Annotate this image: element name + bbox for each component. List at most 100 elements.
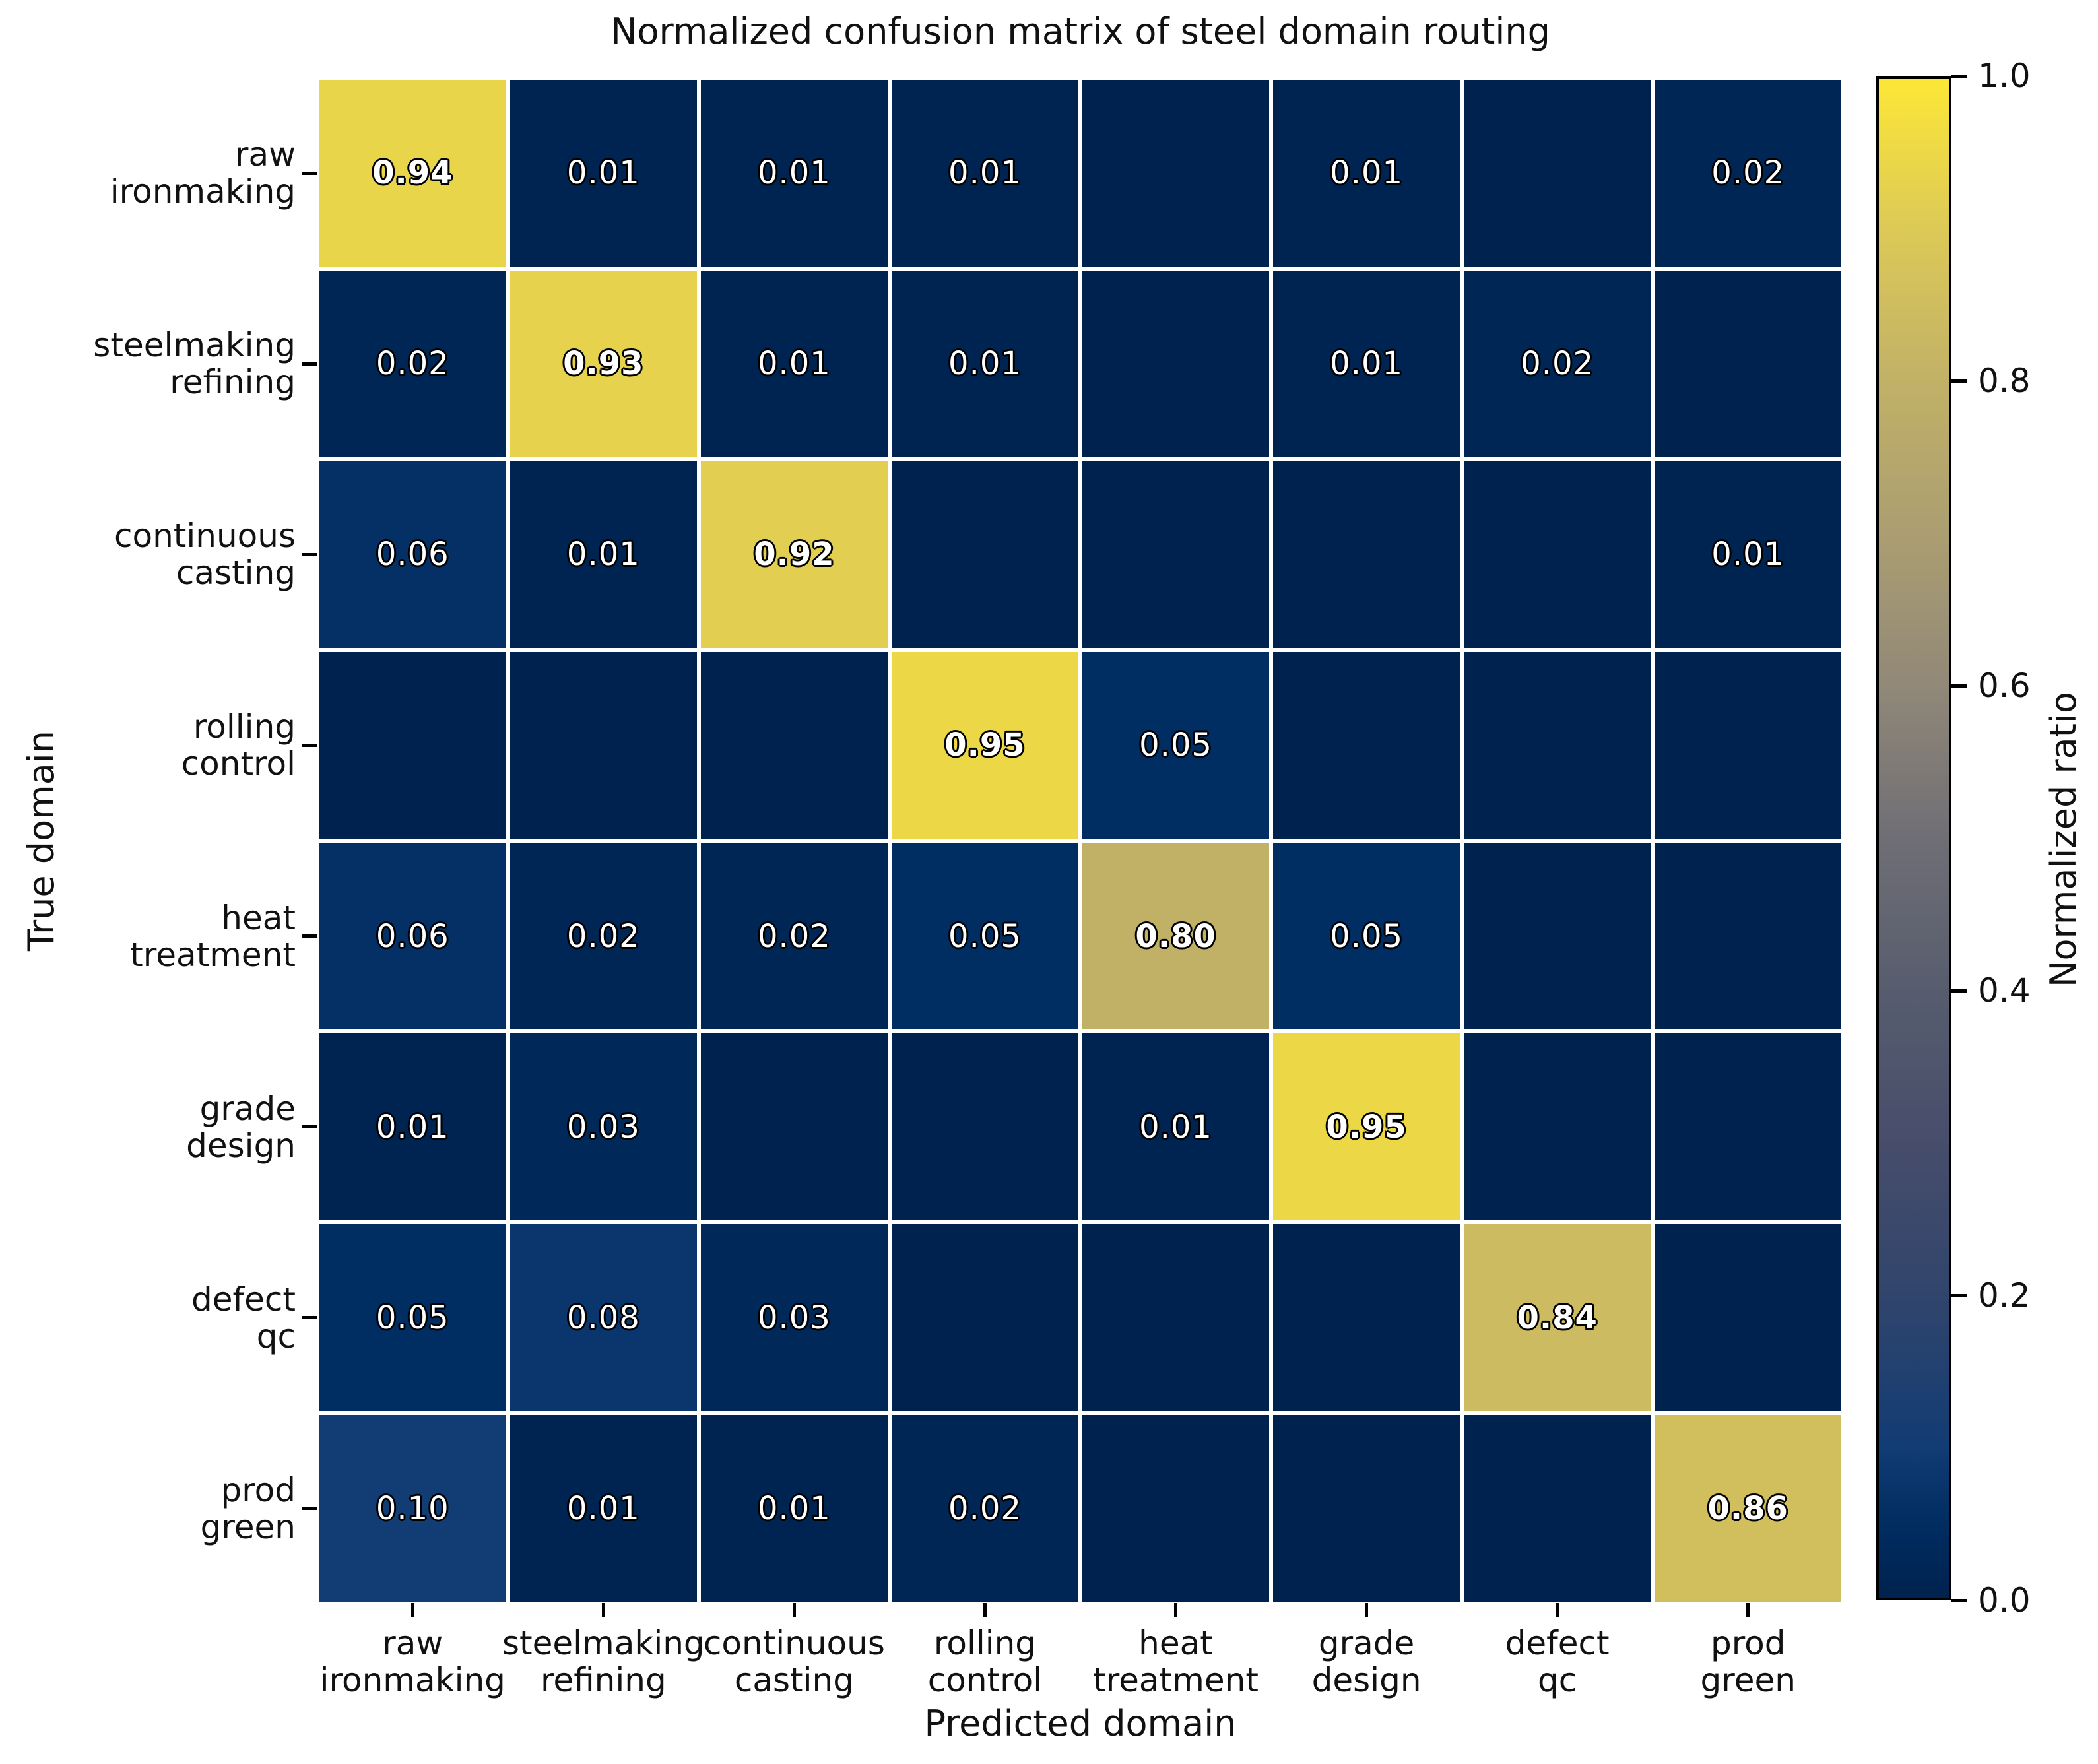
heatmap-cell — [1464, 1033, 1651, 1220]
colorbar — [1876, 76, 1951, 1600]
y-tick-label: steelmaking refining — [93, 326, 296, 402]
heatmap-cell: 0.02 — [319, 271, 506, 457]
heatmap-cell — [892, 1224, 1078, 1411]
cell-value: 0.01 — [1139, 1108, 1212, 1146]
heatmap-cell: 0.01 — [510, 461, 697, 648]
x-tick — [983, 1603, 987, 1617]
heatmap-cell — [1464, 1415, 1651, 1602]
heatmap-cell: 0.06 — [319, 461, 506, 648]
heatmap-cell: 0.10 — [319, 1415, 506, 1602]
heatmap-cell — [1464, 843, 1651, 1029]
heatmap-cell — [1464, 461, 1651, 648]
heatmap-cell — [701, 1033, 888, 1220]
cell-value: 0.01 — [1711, 536, 1785, 573]
heatmap-cell — [1464, 652, 1651, 839]
colorbar-tick — [1951, 1293, 1967, 1297]
cell-value: 0.01 — [566, 536, 640, 573]
heatmap-cell: 0.92 — [701, 461, 888, 648]
heatmap-cell: 0.01 — [701, 1415, 888, 1602]
colorbar-label: Normalized ratio — [2042, 692, 2084, 987]
cell-value: 0.01 — [757, 1489, 831, 1527]
heatmap-cell: 0.05 — [892, 843, 1078, 1029]
x-tick-label: grade design — [1311, 1624, 1422, 1699]
heatmap-cell: 0.02 — [1655, 80, 1841, 267]
cell-value: 0.93 — [563, 345, 644, 383]
colorbar-tick-label: 0.8 — [1978, 362, 2031, 400]
heatmap-cell — [892, 461, 1078, 648]
x-tick — [601, 1603, 605, 1617]
heatmap-cell — [1082, 1224, 1269, 1411]
cell-value: 0.05 — [1330, 917, 1404, 955]
x-tick — [1746, 1603, 1750, 1617]
cell-value: 0.95 — [944, 727, 1026, 764]
cell-value: 0.95 — [1326, 1108, 1407, 1146]
heatmap-cell — [1082, 80, 1269, 267]
heatmap-cell — [1082, 461, 1269, 648]
cell-value: 0.01 — [566, 1489, 640, 1527]
heatmap-cell: 0.05 — [1082, 652, 1269, 839]
heatmap-cell — [1273, 652, 1460, 839]
cell-value: 0.03 — [757, 1299, 831, 1336]
cell-value: 0.02 — [757, 917, 831, 955]
y-tick-label: raw ironmaking — [110, 135, 296, 211]
heatmap-cell — [1273, 461, 1460, 648]
x-tick — [1556, 1603, 1559, 1617]
colorbar-tick-label: 0.0 — [1978, 1581, 2031, 1619]
cell-value: 0.01 — [948, 345, 1022, 383]
y-tick — [302, 1316, 317, 1320]
cell-value: 0.01 — [1330, 154, 1404, 192]
cell-value: 0.94 — [372, 154, 453, 192]
heatmap-matrix: 0.94 0.01 0.01 0.01 0.01 0.02 0.02 0.93 0.01 0.01… — [319, 80, 1841, 1602]
cell-value: 0.10 — [376, 1489, 449, 1527]
cell-value: 0.01 — [566, 154, 640, 192]
cell-value: 0.05 — [376, 1299, 449, 1336]
x-tick-label: defect qc — [1505, 1624, 1610, 1699]
colorbar-tick — [1951, 1598, 1967, 1602]
colorbar-tick — [1951, 989, 1967, 993]
heatmap-cell — [1082, 271, 1269, 457]
cell-value: 0.06 — [376, 917, 449, 955]
x-tick — [792, 1603, 796, 1617]
y-tick — [302, 743, 317, 747]
cell-value: 0.01 — [948, 154, 1022, 192]
heatmap-cell: 0.03 — [510, 1033, 697, 1220]
y-tick — [302, 552, 317, 556]
heatmap-cell — [1082, 1415, 1269, 1602]
heatmap-cell: 0.01 — [319, 1033, 506, 1220]
heatmap-cell: 0.93 — [510, 271, 697, 457]
heatmap-cell — [319, 652, 506, 839]
colorbar-tick — [1951, 684, 1967, 688]
y-tick — [302, 934, 317, 938]
x-tick-label: raw ironmaking — [319, 1624, 506, 1699]
heatmap-cell — [1655, 1033, 1841, 1220]
cell-value: 0.06 — [376, 536, 449, 573]
colorbar-tick-label: 0.4 — [1978, 971, 2031, 1010]
y-tick-label: prod green — [200, 1470, 296, 1546]
cell-value: 0.02 — [1711, 154, 1785, 192]
cell-value: 0.92 — [754, 536, 835, 573]
heatmap-cell: 0.80 — [1082, 843, 1269, 1029]
x-tick-label: heat treatment — [1093, 1624, 1259, 1699]
colorbar-tick-label: 0.2 — [1978, 1276, 2031, 1315]
x-tick — [1365, 1603, 1369, 1617]
y-tick — [302, 362, 317, 366]
y-tick-label: rolling control — [181, 707, 296, 783]
y-axis-label: True domain — [20, 730, 62, 952]
heatmap-cell: 0.95 — [892, 652, 1078, 839]
x-tick — [1174, 1603, 1178, 1617]
cell-value: 0.01 — [376, 1108, 449, 1146]
y-tick-label: continuous casting — [114, 517, 296, 593]
cell-value: 0.01 — [757, 154, 831, 192]
heatmap-cell: 0.05 — [319, 1224, 506, 1411]
x-tick-label: rolling control — [927, 1624, 1043, 1699]
colorbar-tick-label: 0.6 — [1978, 667, 2031, 705]
x-tick-label: continuous casting — [703, 1624, 885, 1699]
cell-value: 0.80 — [1135, 917, 1216, 955]
heatmap-cell: 0.01 — [1082, 1033, 1269, 1220]
cell-value: 0.86 — [1707, 1489, 1788, 1527]
heatmap-cell: 0.01 — [1655, 461, 1841, 648]
y-tick-label: grade design — [186, 1089, 296, 1165]
cell-value: 0.02 — [566, 917, 640, 955]
y-tick-label: heat treatment — [130, 898, 296, 974]
